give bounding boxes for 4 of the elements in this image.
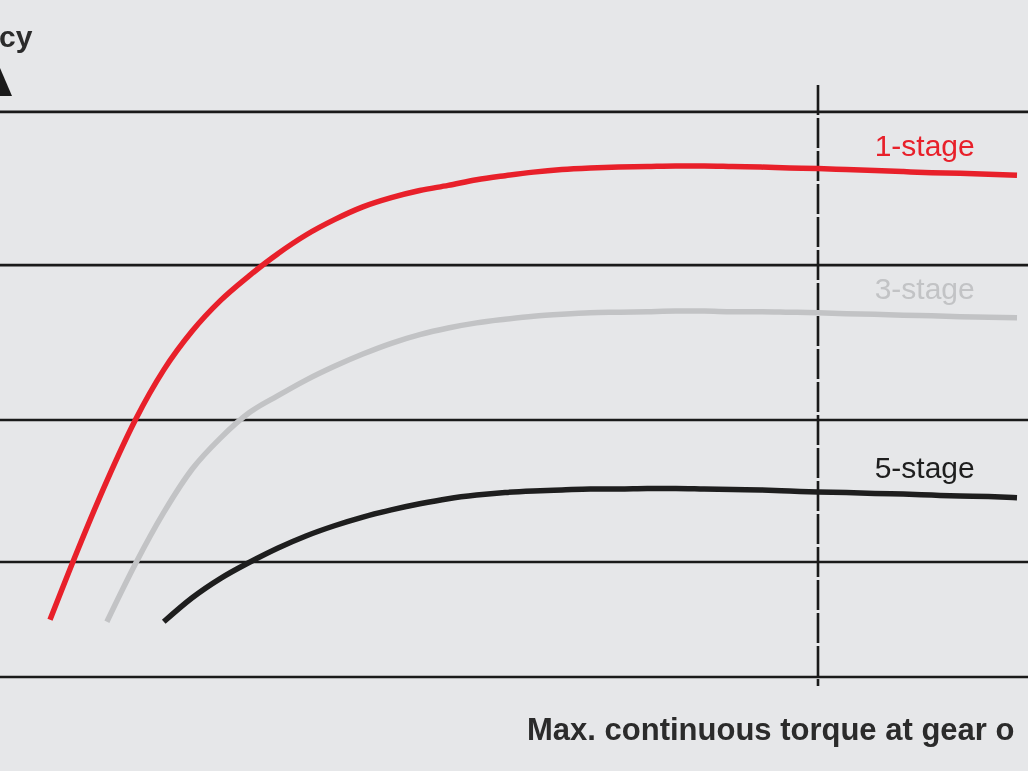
series-label: 5-stage xyxy=(874,451,975,485)
x-axis-title: Max. continuous torque at gear o xyxy=(527,712,1015,747)
series-label: 1-stage xyxy=(874,128,975,162)
y-axis-title: cy xyxy=(0,20,33,53)
